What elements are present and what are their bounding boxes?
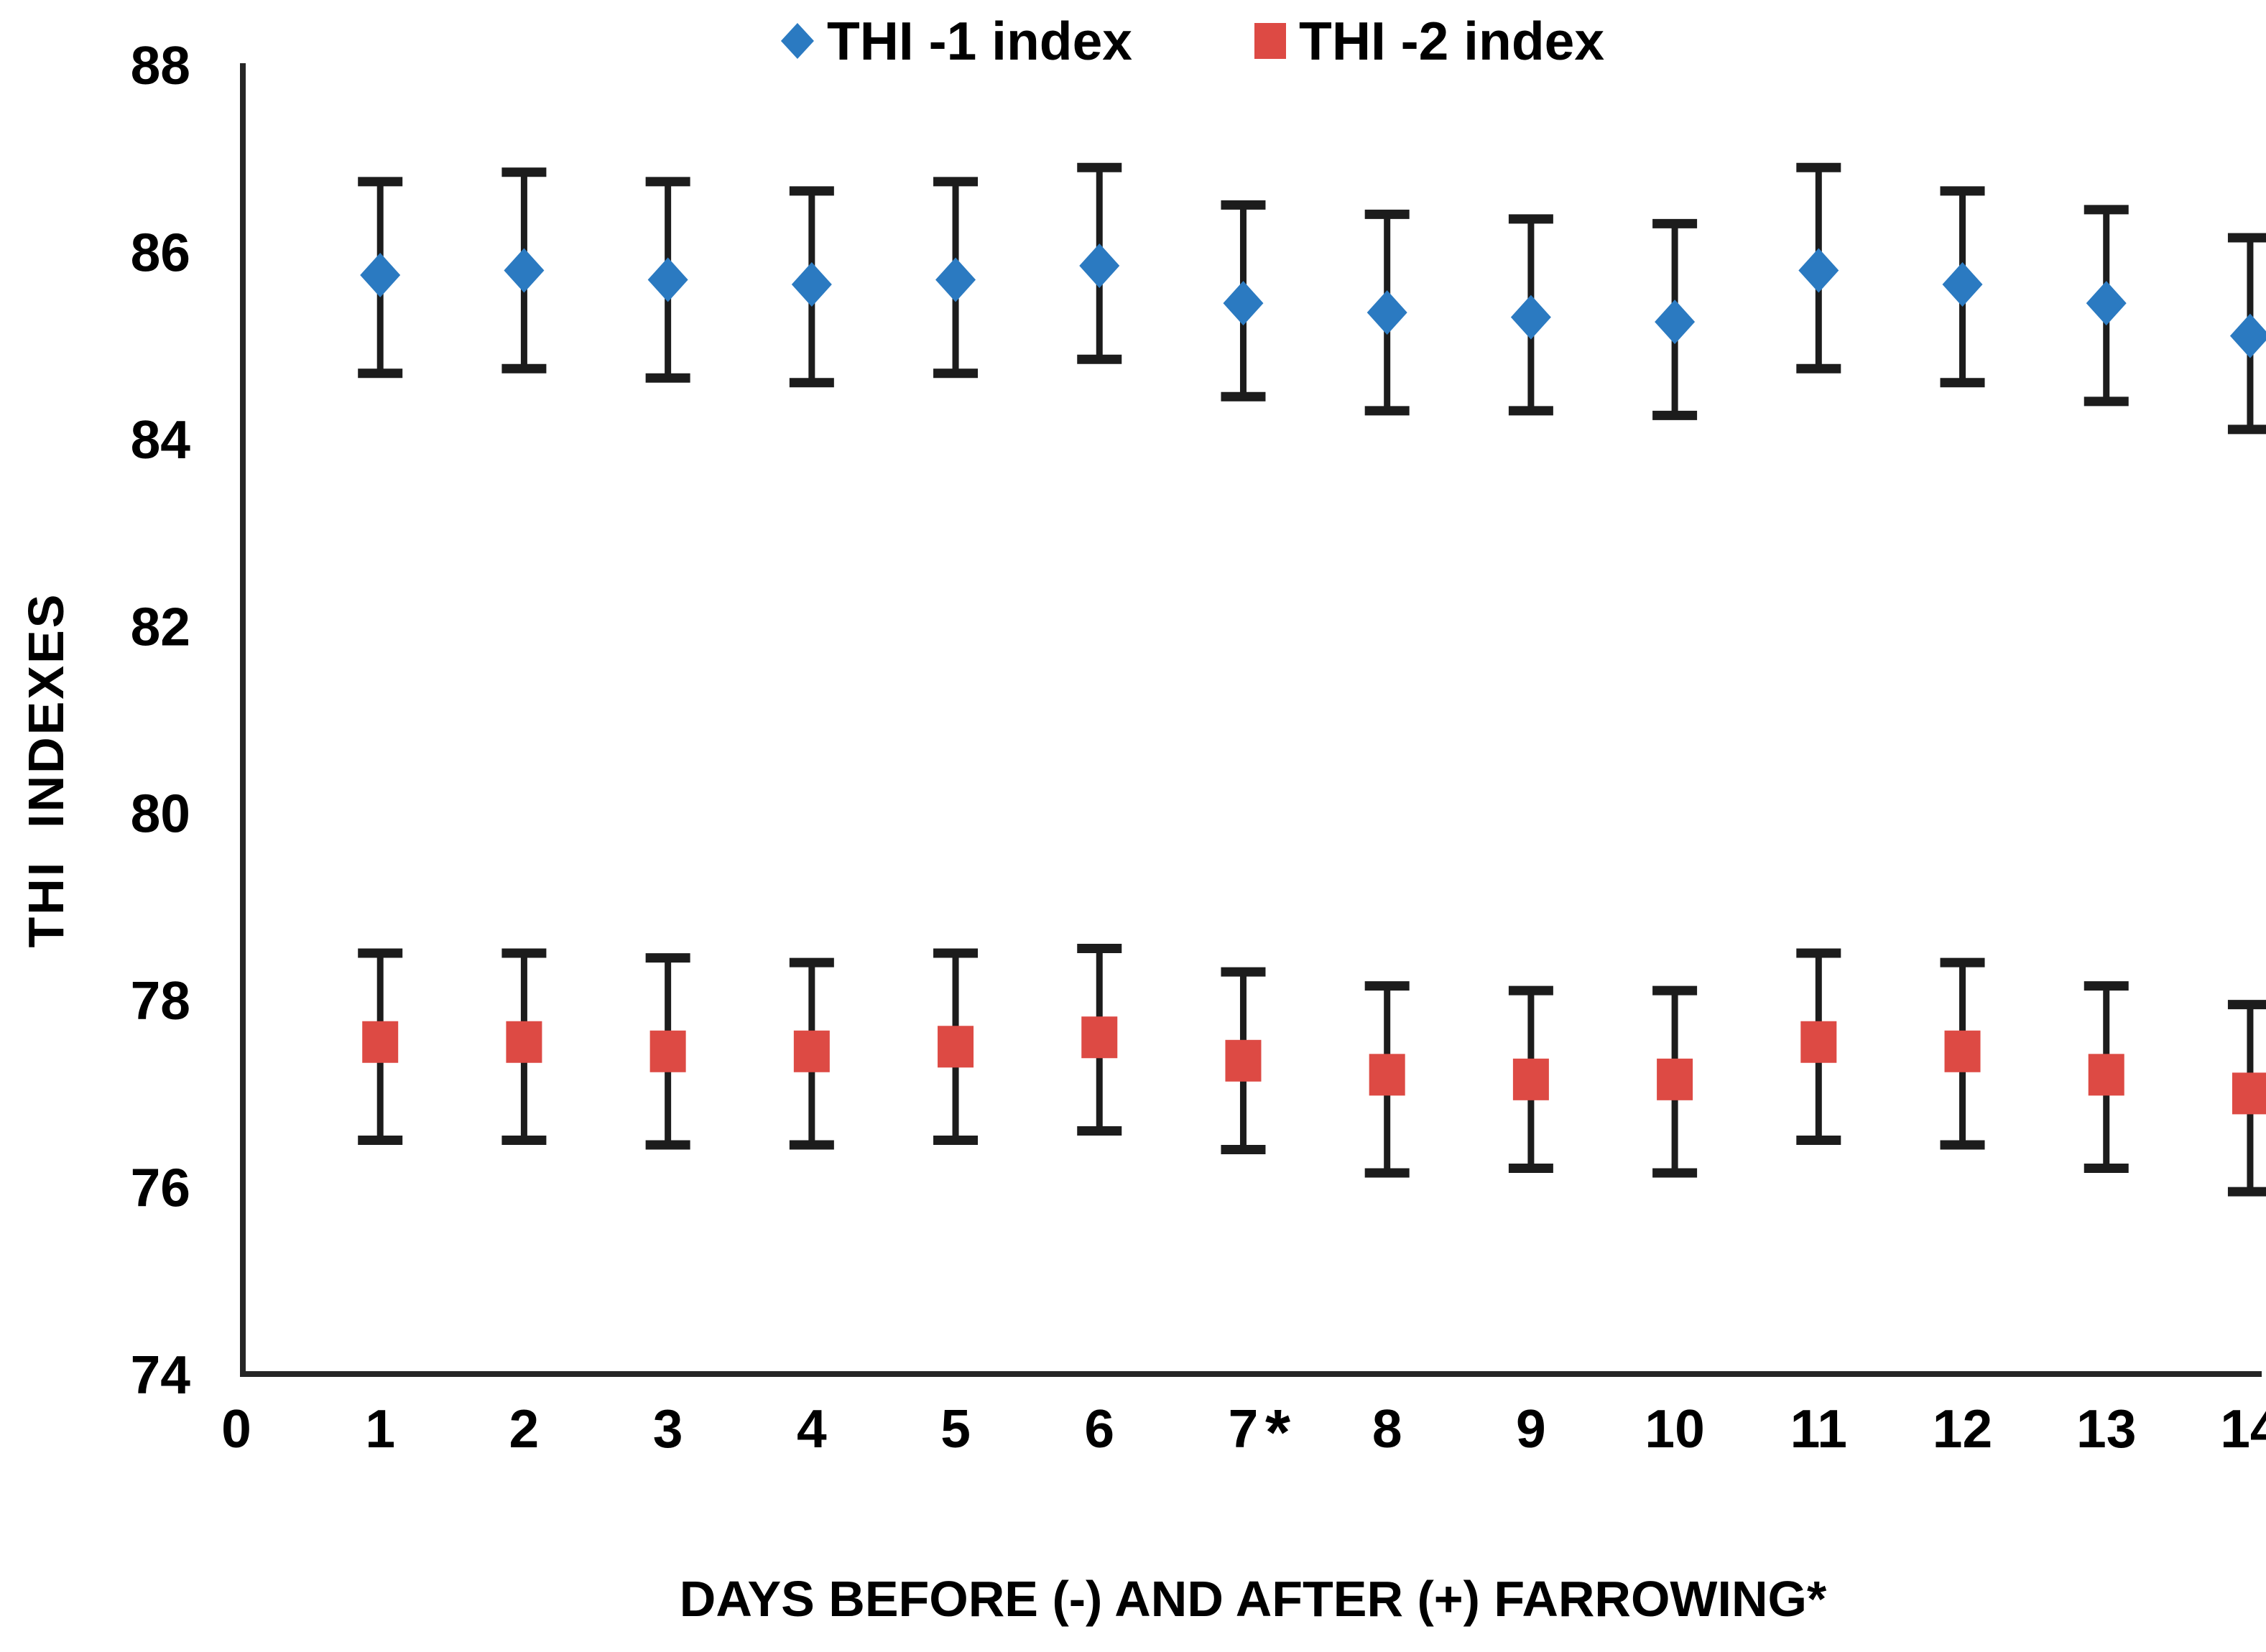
thi2-square-marker (793, 1030, 830, 1072)
thi2-square-marker (938, 1026, 974, 1068)
thi2-square-marker (1944, 1030, 1981, 1072)
thi2-square-icon (1254, 23, 1286, 59)
thi1-diamond-marker (1366, 290, 1407, 335)
x-tick-label: 7 (1229, 1398, 1259, 1459)
y-tick-label: 88 (131, 35, 190, 96)
thi1-diamond-marker (2086, 281, 2127, 326)
thi1-diamond-icon (780, 23, 814, 59)
thi1-diamond-marker (1942, 262, 1983, 307)
thi1-diamond-marker (1655, 300, 1696, 345)
y-tick-label: 84 (131, 409, 191, 470)
x-tick-label: 11 (1790, 1398, 1847, 1459)
x-tick-label: 5 (940, 1398, 971, 1459)
x-tick-label: 1 (365, 1398, 395, 1459)
legend-label-thi1: THI -1 index (826, 11, 1132, 71)
legend-label-thi2: THI -2 index (1299, 11, 1605, 71)
y-axis-title: THI INDEXES (18, 592, 74, 948)
x-tick-label: 4 (797, 1398, 827, 1459)
thi2-square-marker (1081, 1016, 1118, 1059)
thi1-diamond-marker (1223, 281, 1264, 326)
legend: THI -1 index THI -2 index (180, 10, 2206, 72)
thi1-diamond-marker (360, 253, 401, 298)
thi2-square-marker (1800, 1021, 1837, 1063)
x-tick-label: 6 (1084, 1398, 1114, 1459)
x-tick-label: 9 (1516, 1398, 1546, 1459)
x-tick-label: 14 (2220, 1398, 2266, 1459)
thi2-square-marker (2088, 1054, 2124, 1096)
thi1-diamond-marker (1510, 294, 1551, 340)
thi1-diamond-marker (647, 257, 688, 302)
y-tick-label: 76 (131, 1158, 190, 1218)
thi2-square-marker (1369, 1054, 1405, 1096)
thi1-diamond-marker (935, 257, 976, 302)
x-tick-label: 2 (509, 1398, 540, 1459)
y-tick-label: 80 (131, 784, 190, 844)
x-tick-label: 8 (1372, 1398, 1402, 1459)
x-axis-title: DAYS BEFORE (-) AND AFTER (+) FARROWING* (679, 1571, 1827, 1627)
y-tick-label: 82 (131, 596, 190, 656)
x-tick-label: 0 (221, 1398, 251, 1459)
y-tick-label: 78 (131, 970, 190, 1031)
x-tick-label: 10 (1645, 1398, 1704, 1459)
thi1-diamond-marker (504, 248, 545, 293)
y-tick-label: 74 (131, 1345, 191, 1405)
x-tick-label: 13 (2076, 1398, 2136, 1459)
x-tick-label: 12 (1933, 1398, 1992, 1459)
thi2-square-marker (1512, 1058, 1549, 1100)
thi2-square-marker (1225, 1039, 1262, 1082)
thi2-square-marker (506, 1021, 542, 1063)
thi2-square-marker (2232, 1072, 2266, 1115)
thi2-square-marker (1657, 1058, 1693, 1100)
x-tick-label: 3 (653, 1398, 683, 1459)
thi1-diamond-marker (791, 262, 832, 307)
thi2-square-marker (362, 1021, 399, 1063)
thi1-diamond-marker (1798, 248, 1839, 293)
thi2-square-marker (649, 1030, 686, 1072)
legend-item-thi2: THI -2 index (1254, 10, 1604, 72)
x-axis-asterisk: * (1265, 1397, 1290, 1469)
y-tick-label: 86 (131, 222, 190, 282)
thi1-diamond-marker (1079, 243, 1120, 289)
legend-item-thi1: THI -1 index (780, 10, 1132, 72)
thi1-diamond-marker (2229, 313, 2266, 358)
